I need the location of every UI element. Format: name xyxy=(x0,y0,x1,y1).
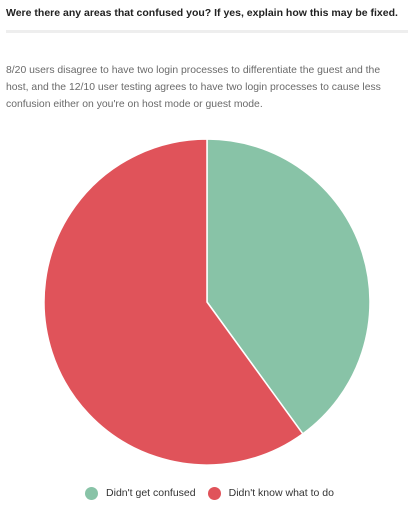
summary-line: 8/20 users disagree to have two login pr… xyxy=(6,65,381,76)
chart-legend: Didn't get confused Didn't know what to … xyxy=(0,483,419,503)
summary-line: host, and the 12/10 user testing agrees … xyxy=(6,82,381,93)
summary-line: confusion either on you're on host mode … xyxy=(6,99,263,110)
legend-item-didnt-get-confused[interactable]: Didn't get confused xyxy=(85,486,196,500)
pie-slice-didn-t-get-confused[interactable] xyxy=(206,138,371,435)
pie-chart xyxy=(43,138,371,466)
legend-swatch xyxy=(85,486,99,500)
pie-slice-didn-t-know-what-to-do[interactable] xyxy=(43,138,304,466)
legend-swatch xyxy=(207,486,221,500)
legend-label: Didn't get confused xyxy=(106,487,196,499)
section-divider xyxy=(6,30,408,33)
legend-label: Didn't know what to do xyxy=(228,487,334,499)
response-summary: 8/20 users disagree to have two login pr… xyxy=(6,62,414,113)
legend-item-didnt-know-what-to-do[interactable]: Didn't know what to do xyxy=(207,486,334,500)
question-heading: Were there any areas that confused you? … xyxy=(6,7,398,19)
